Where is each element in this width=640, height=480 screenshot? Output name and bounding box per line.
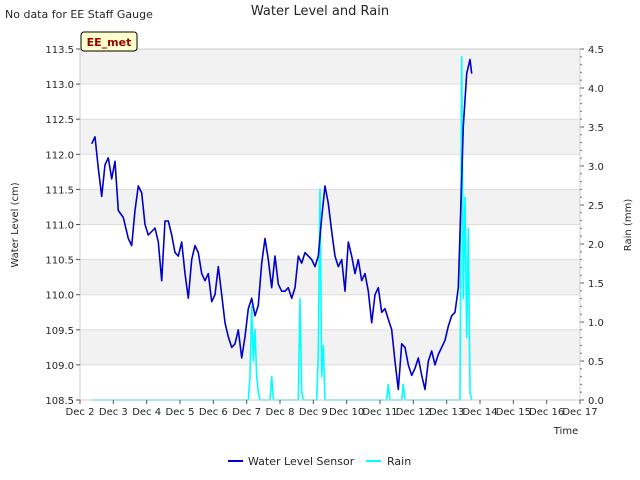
x-tick-label: Dec 12 [396,407,431,418]
y-tick-label-right: 1.5 [588,279,604,290]
x-tick-label: Dec 3 [99,407,128,418]
x-tick-label: Dec 10 [329,407,364,418]
legend: Water Level Sensor Rain [228,455,411,468]
x-tick-label: Dec 2 [66,407,95,418]
y-axis-label-left: Water Level (cm) [10,182,21,267]
x-tick-label: Dec 14 [462,407,497,418]
x-tick-label: Dec 4 [132,407,161,418]
axes-layer: 108.5 109.0 109.5 110.0 110.5 111.0 111.5 112.0… [45,45,604,418]
chart-title: Water Level and Rain [251,4,389,19]
y-tick-label-left: 111.0 [45,221,74,232]
y-tick-label-left: 113.0 [45,80,74,91]
no-data-note: No data for EE Staff Gauge [5,8,153,21]
y-tick-label-right: 1.0 [588,318,604,329]
x-tick-label: Dec 9 [299,407,328,418]
y-tick-label-left: 110.0 [45,291,74,302]
x-tick-label: Dec 6 [199,407,228,418]
y-tick-label-right: 2.5 [588,201,604,212]
x-tick-label: Dec 13 [429,407,464,418]
y-tick-label-left: 112.5 [45,115,74,126]
x-tick-label: Dec 5 [166,407,195,418]
band [80,119,580,155]
x-tick-label: Dec 7 [232,407,261,418]
water-level-line [90,58,473,391]
y-tick-label-left: 111.5 [45,185,74,196]
series-layer [90,56,473,401]
y-tick-label-right: 3.5 [588,123,604,134]
y-tick-label-right: 3.0 [588,162,604,173]
legend-label-water-level: Water Level Sensor [248,455,355,468]
y-tick-label-right: 4.5 [588,45,604,56]
y-tick-label-right: 0.5 [588,357,604,368]
background-bands [80,48,580,401]
x-tick-label: Dec 17 [562,407,597,418]
station-label-background [80,31,138,52]
y-tick-label-right: 2.0 [588,240,604,251]
y-tick-label-right: 0.0 [588,396,604,407]
y-tick-label-left: 109.0 [45,361,74,372]
y-tick-label-left: 112.0 [45,150,74,161]
rain-line [91,56,473,401]
x-tick-label: Dec 11 [362,407,397,418]
y-tick-label-right: 4.0 [588,84,604,95]
band [80,49,580,85]
legend-label-rain: Rain [387,455,411,468]
station-label: EE_met [87,36,132,49]
y-tick-label-left: 108.5 [45,396,74,407]
band [80,329,580,365]
y-tick-label-left: 113.5 [45,45,74,56]
x-tick-label: Dec 8 [266,407,295,418]
station-label-box: EE_met [80,31,138,52]
x-tick-label: Dec 16 [529,407,564,418]
x-axis-label: Time [553,426,578,437]
y-tick-label-left: 109.5 [45,326,74,337]
x-tick-label: Dec 15 [496,407,531,418]
y-axis-label-right: Rain (mm) [623,199,634,252]
y-tick-label-left: 110.5 [45,256,74,267]
band [80,259,580,295]
